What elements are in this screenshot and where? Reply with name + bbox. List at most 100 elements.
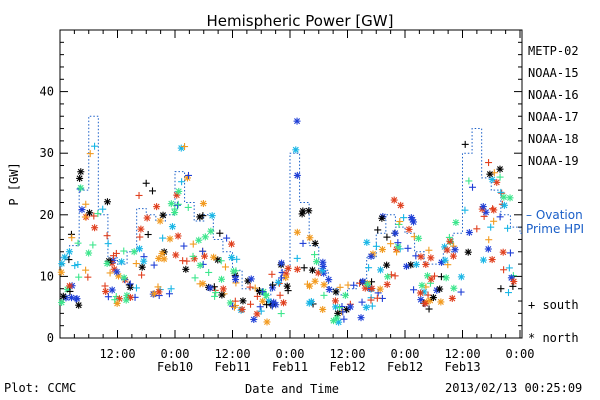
south-point [205, 268, 213, 276]
point-stroke [465, 249, 472, 256]
point-stroke [123, 297, 130, 304]
point-stroke [263, 318, 271, 325]
point-stroke [347, 303, 354, 310]
point-stroke [422, 261, 429, 268]
point-stroke [449, 295, 456, 302]
south-point [211, 292, 219, 300]
north-point [308, 266, 316, 274]
x-tick-label: 12:00 [214, 347, 250, 361]
south-point [104, 293, 112, 301]
north-point [319, 305, 327, 313]
y-tick-label: 10 [40, 269, 54, 283]
point-stroke [285, 265, 292, 272]
south-point [259, 288, 267, 296]
point-stroke [363, 304, 370, 311]
point-stroke [364, 281, 371, 288]
north-point [402, 262, 410, 270]
north-point [283, 282, 291, 290]
point-stroke [73, 295, 81, 302]
south-point [506, 249, 514, 257]
north-point [103, 259, 111, 267]
north-point [499, 248, 507, 256]
south-point [505, 264, 513, 272]
x-axis: 12:00 0:00 12:00 0:00 12:00 0:00 12:00 0:00Feb1… [59, 30, 534, 374]
point-stroke [197, 262, 204, 269]
south-point [247, 300, 255, 308]
x-tick-date-label: Feb11 [214, 360, 250, 374]
point-stroke [115, 273, 122, 280]
point-stroke [397, 202, 404, 209]
point-stroke [405, 226, 413, 233]
point-stroke [121, 274, 128, 281]
x-tick-label: 0:00 [391, 347, 420, 361]
north-point [172, 251, 180, 259]
north-point [263, 318, 271, 326]
north-point [421, 300, 429, 308]
point-stroke [312, 278, 319, 285]
point-stroke [175, 232, 182, 239]
x-tick-label: 12:00 [444, 347, 480, 361]
point-stroke [430, 294, 437, 301]
point-stroke [160, 212, 167, 219]
north-point [122, 296, 130, 304]
south-point [339, 308, 347, 316]
point-stroke [102, 288, 109, 295]
south-point [504, 289, 512, 297]
point-stroke [239, 297, 246, 304]
point-stroke [306, 283, 313, 290]
north-point [91, 224, 99, 232]
north-point [436, 285, 444, 293]
point-stroke [384, 273, 391, 280]
south-point [461, 206, 469, 214]
north-point [284, 264, 292, 272]
south-point [303, 280, 311, 288]
south-point [425, 246, 433, 254]
point-stroke [507, 194, 514, 201]
south-point [132, 260, 140, 268]
legend-south-key: + south [528, 298, 579, 312]
point-stroke [136, 245, 143, 252]
north-point [437, 298, 445, 306]
north-point [488, 256, 496, 264]
x-tick-date-label: Feb10 [157, 360, 193, 374]
satellite-points [57, 117, 518, 326]
south-point [174, 200, 182, 208]
point-stroke [66, 282, 73, 289]
point-stroke [218, 276, 225, 283]
point-stroke [489, 176, 496, 183]
north-point [166, 235, 174, 243]
north-point [415, 234, 423, 242]
point-stroke [131, 248, 138, 255]
point-stroke [415, 235, 422, 242]
point-stroke [421, 288, 428, 295]
north-point [57, 268, 65, 276]
south-point [199, 247, 207, 255]
point-stroke [109, 286, 116, 294]
north-point [86, 209, 94, 217]
y-tick-label: 30 [40, 146, 54, 160]
south-point [126, 280, 134, 288]
point-stroke [489, 256, 496, 263]
point-stroke [417, 289, 424, 296]
point-stroke [214, 256, 221, 263]
south-point [233, 255, 241, 263]
point-stroke [263, 292, 270, 299]
north-point [113, 268, 121, 276]
point-stroke [510, 278, 517, 285]
north-point [228, 240, 236, 248]
point-stroke [248, 275, 255, 282]
south-point [374, 226, 382, 234]
point-stroke [78, 206, 85, 213]
north-point [484, 245, 492, 253]
point-stroke [427, 254, 434, 261]
point-stroke [284, 283, 291, 290]
point-stroke [358, 314, 365, 321]
south-point [393, 248, 401, 256]
north-point [441, 256, 449, 264]
north-point [59, 292, 67, 300]
south-point [365, 264, 373, 272]
point-stroke [228, 254, 235, 261]
point-stroke [395, 243, 402, 250]
south-point [412, 252, 420, 260]
